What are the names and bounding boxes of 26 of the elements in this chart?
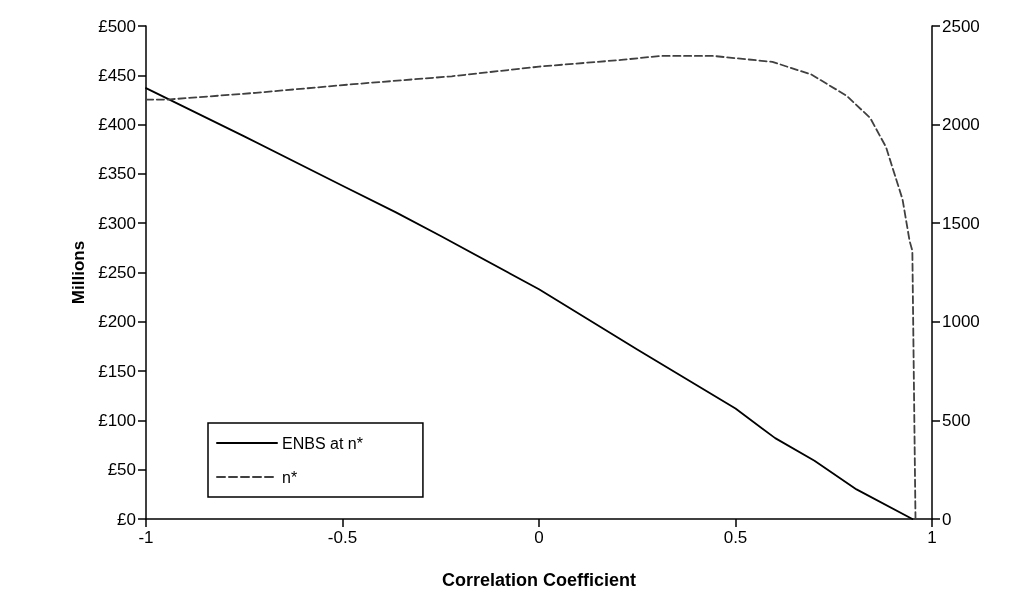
legend-label: n* [282,468,298,486]
x-tick-label: 0 [534,528,544,547]
y-tick-label: £500 [98,16,136,36]
x-tick-label: -0.5 [327,528,358,547]
y2-tick-label: 2500 [942,16,980,36]
x-axis-title: Correlation Coefficient [441,570,637,590]
y2-tick-label: 0 [942,509,952,529]
y2-tick-label: 500 [942,410,971,430]
y2-tick-label: 2000 [942,115,980,135]
y-tick-label: £250 [98,263,136,282]
x-tick-label: 0.5 [723,528,748,547]
y2-tick-label: 1000 [942,312,980,332]
y-tick-label: £450 [98,65,136,85]
y-tick-label: £200 [98,312,136,332]
y-tick-label: £100 [98,410,136,430]
y-axis-title: Millions [69,240,89,305]
x-tick-label: 1 [927,528,937,547]
y-tick-label: £50 [107,460,136,480]
y-tick-label: £350 [98,164,136,184]
y-tick-label: £150 [98,361,136,381]
y-tick-label: £400 [98,115,136,135]
legend-label: ENBS at n* [282,434,363,452]
y-tick-label: £0 [117,509,136,529]
x-tick-label: -1 [138,528,154,547]
y2-tick-label: 1500 [942,213,980,233]
y-tick-label: £300 [98,213,136,233]
